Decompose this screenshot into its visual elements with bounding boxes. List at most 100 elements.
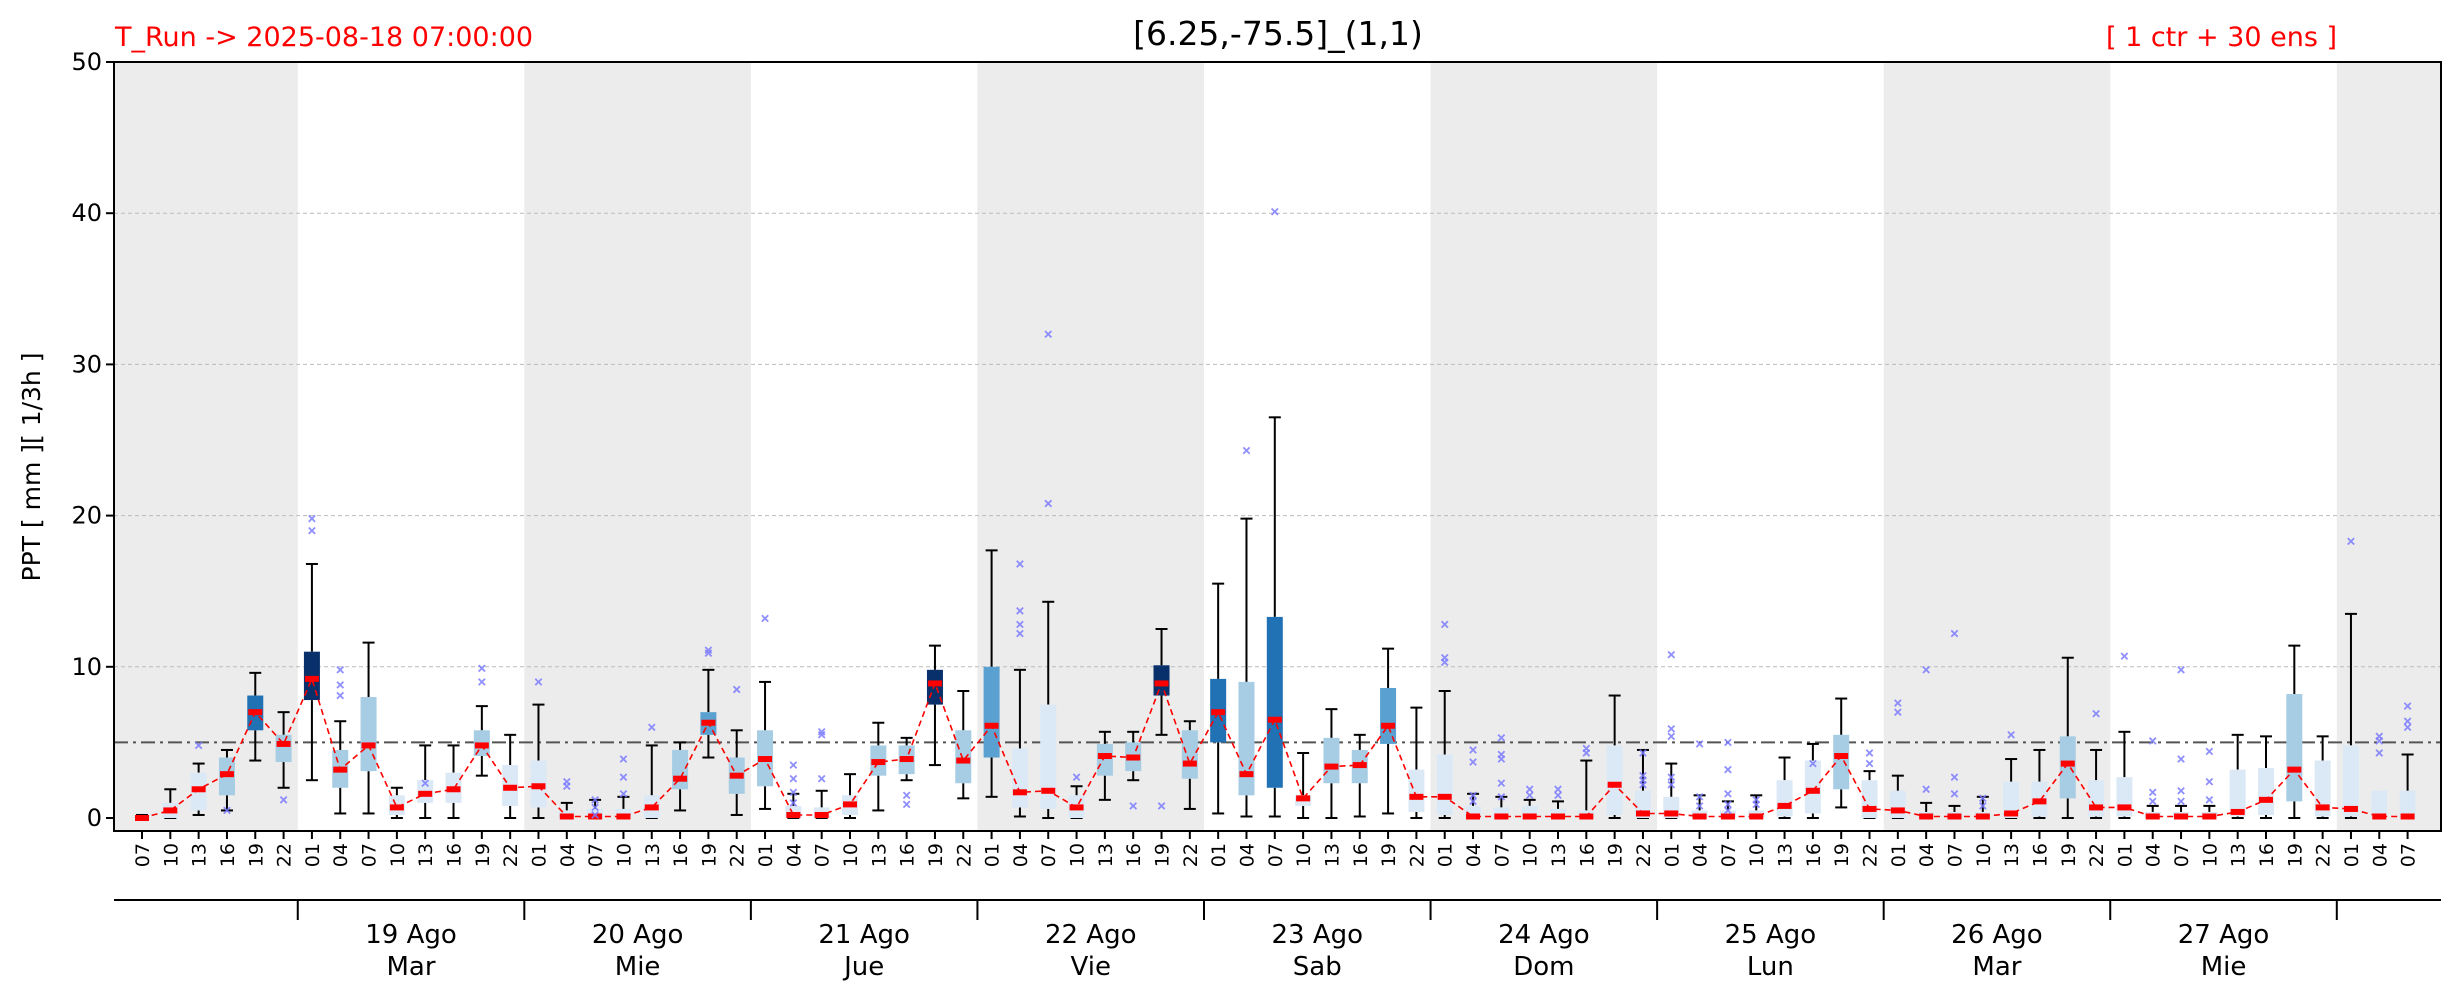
outlier-point: [591, 803, 599, 812]
x-tick-label: 22: [274, 843, 296, 867]
median-marker: [1720, 813, 1735, 820]
outlier-point: [817, 731, 826, 739]
x-tick-label: 01: [755, 843, 777, 867]
x-tick-label: 10: [160, 843, 182, 867]
x-tick-label: 10: [1973, 843, 1995, 867]
outlier-point: [1497, 779, 1506, 788]
x-tick-label: 07: [2171, 843, 2193, 867]
outlier-point: [619, 755, 628, 763]
ensemble-box: [2399, 790, 2416, 818]
x-tick-label: 22: [1860, 843, 1882, 867]
day-shade-band: [524, 62, 751, 831]
x-tick-label: 01: [1435, 843, 1457, 867]
x-tick-label: 16: [217, 843, 239, 867]
outlier-point: [1752, 800, 1761, 809]
outlier-point: [817, 774, 826, 783]
x-tick-label: 01: [2114, 843, 2136, 867]
outlier-point: [1695, 792, 1704, 801]
day-weekday-label: Jue: [842, 952, 884, 982]
x-tick-label: 10: [1293, 843, 1315, 867]
outlier-point: [194, 741, 203, 750]
x-tick-label: 10: [387, 843, 409, 867]
y-axis-label: PPT [ mm ][ 1/3h ]: [17, 353, 46, 582]
outlier-point: [534, 678, 543, 686]
ensemble-box: [360, 697, 377, 772]
outlier-point: [2120, 652, 2129, 661]
outlier-point: [1950, 773, 1959, 782]
x-tick-label: 07: [2398, 843, 2420, 867]
outlier-point: [1016, 629, 1024, 638]
outlier-point: [1469, 758, 1477, 766]
outlier-point: [789, 774, 798, 783]
x-tick-label: 04: [783, 843, 805, 867]
outlier-point: [1582, 749, 1591, 757]
outlier-point: [336, 665, 345, 674]
ensemble-box: [615, 808, 632, 818]
median-marker: [1296, 795, 1311, 802]
median-marker: [786, 811, 801, 818]
x-tick-label: 19: [1378, 843, 1400, 867]
x-tick-label: 19: [245, 843, 267, 867]
chart-title: [6.25,-75.5]_(1,1): [1133, 14, 1423, 53]
ensemble-box: [1776, 780, 1793, 817]
median-marker: [389, 804, 404, 811]
outlier-point: [1865, 759, 1874, 768]
x-tick-label: 07: [1038, 843, 1060, 867]
x-tick-label: 13: [1321, 843, 1343, 867]
outlier-point: [704, 649, 713, 658]
outlier-point: [2205, 747, 2214, 756]
outlier-point: [2403, 723, 2412, 732]
outlier-point: [1469, 791, 1477, 800]
median-marker: [616, 813, 631, 820]
day-weekday-label: Dom: [1513, 952, 1574, 982]
day-shade-band: [977, 62, 1204, 831]
x-tick-label: 07: [1944, 843, 1966, 867]
x-tick-label: 04: [330, 843, 352, 867]
outlier-point: [2375, 749, 2384, 757]
outlier-point: [336, 691, 345, 700]
outlier-point: [562, 782, 571, 791]
median-marker: [2004, 810, 2019, 817]
outlier-point: [1440, 620, 1449, 629]
ensemble-box: [2003, 781, 2020, 818]
x-tick-label: 04: [1690, 843, 1712, 867]
day-weekday-label: Mar: [1972, 952, 2021, 982]
outlier-point: [1525, 791, 1534, 800]
x-tick-label: 04: [2143, 843, 2165, 867]
outlier-point: [336, 681, 345, 689]
day-weekday-label: Mar: [387, 952, 436, 982]
day-shade-band: [2336, 62, 2441, 831]
outlier-point: [1497, 755, 1506, 763]
ensemble-box: [2088, 780, 2105, 817]
ensemble-box: [1040, 704, 1057, 809]
outlier-point: [1922, 785, 1930, 794]
x-tick-label: 16: [1350, 843, 1372, 867]
day-date-label: 26 Ago: [1951, 920, 2043, 950]
x-tick-label: 04: [1463, 843, 1485, 867]
x-tick-label: 10: [840, 843, 862, 867]
y-tick-label: 30: [71, 350, 102, 378]
outlier-point: [1440, 658, 1449, 667]
outlier-point: [619, 773, 628, 782]
outlier-point: [1554, 791, 1562, 800]
median-marker: [1466, 813, 1481, 820]
ensemble-box: [1889, 790, 1906, 818]
outlier-point: [591, 796, 599, 804]
outlier-point: [1497, 792, 1506, 801]
ensemble-box: [1096, 743, 1113, 776]
outlier-point: [2177, 797, 2185, 806]
day-date-label: 25 Ago: [1725, 920, 1817, 950]
y-tick-label: 20: [71, 502, 102, 530]
x-tick-label: 22: [1633, 843, 1655, 867]
day-weekday-label: Sab: [1293, 952, 1342, 982]
x-tick-label: 07: [359, 843, 381, 867]
median-marker: [446, 786, 461, 793]
outlier-point: [902, 800, 911, 809]
median-marker: [644, 804, 659, 811]
outlier-point: [1157, 802, 1166, 810]
outlier-point: [1865, 749, 1874, 757]
outlier-point: [1809, 759, 1817, 768]
outlier-point: [732, 685, 741, 694]
median-marker: [276, 740, 291, 747]
